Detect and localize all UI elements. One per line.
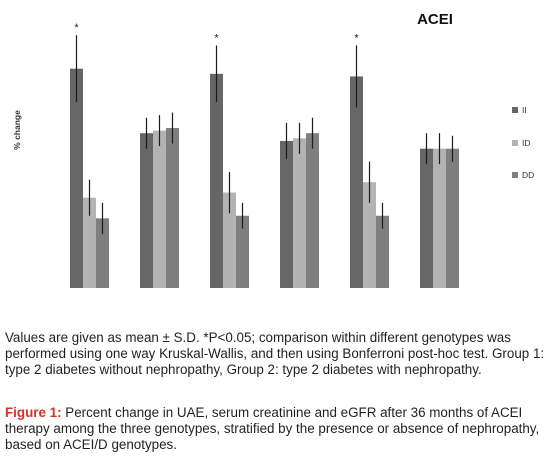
- legend-label-ii: II: [522, 105, 527, 115]
- bar-ii-2: [140, 133, 153, 288]
- legend-label-dd: DD: [522, 170, 534, 180]
- bar-id-5: [363, 182, 376, 288]
- legend-swatch-dd: [512, 172, 518, 178]
- bar-dd-1: [96, 218, 109, 288]
- bar-ii-4: [280, 140, 293, 288]
- significance-star-1: *: [74, 22, 79, 34]
- significance-star-3: *: [354, 32, 359, 44]
- figure-caption: Figure 1: Percent change in UAE, serum c…: [5, 405, 547, 453]
- bar-id-6: [433, 148, 446, 288]
- bar-dd-5: [376, 215, 389, 288]
- legend-label-id: ID: [522, 138, 531, 148]
- bar-ii-6: [420, 148, 433, 288]
- table-note: Values are given as mean ± S.D. *P<0.05;…: [5, 330, 545, 377]
- chart-title: ACEI: [417, 11, 453, 28]
- bar-dd-6: [446, 148, 459, 288]
- y-axis-label: % change: [12, 110, 22, 150]
- bar-dd-2: [166, 128, 179, 288]
- figure-caption-text: Percent change in UAE, serum creatinine …: [5, 405, 540, 452]
- significance-star-2: *: [214, 32, 219, 44]
- bar-dd-3: [236, 215, 249, 288]
- bar-ii-5: [350, 76, 363, 288]
- bars-layer: [70, 68, 459, 288]
- bar-chart: * * * ACEI % change II ID DD: [12, 11, 534, 288]
- bar-id-4: [293, 138, 306, 288]
- legend-swatch-id: [512, 140, 518, 146]
- bar-dd-4: [306, 133, 319, 288]
- annotations-layer: * * *: [74, 22, 359, 44]
- bar-ii-3: [210, 73, 223, 288]
- bar-id-3: [223, 192, 236, 288]
- error-bars-layer: [75, 35, 454, 234]
- bar-id-1: [83, 197, 96, 288]
- bar-ii-1: [70, 68, 83, 288]
- bar-id-2: [153, 130, 166, 288]
- figure-label: Figure 1:: [5, 405, 62, 420]
- legend: II ID DD: [512, 105, 534, 180]
- legend-swatch-ii: [512, 107, 518, 113]
